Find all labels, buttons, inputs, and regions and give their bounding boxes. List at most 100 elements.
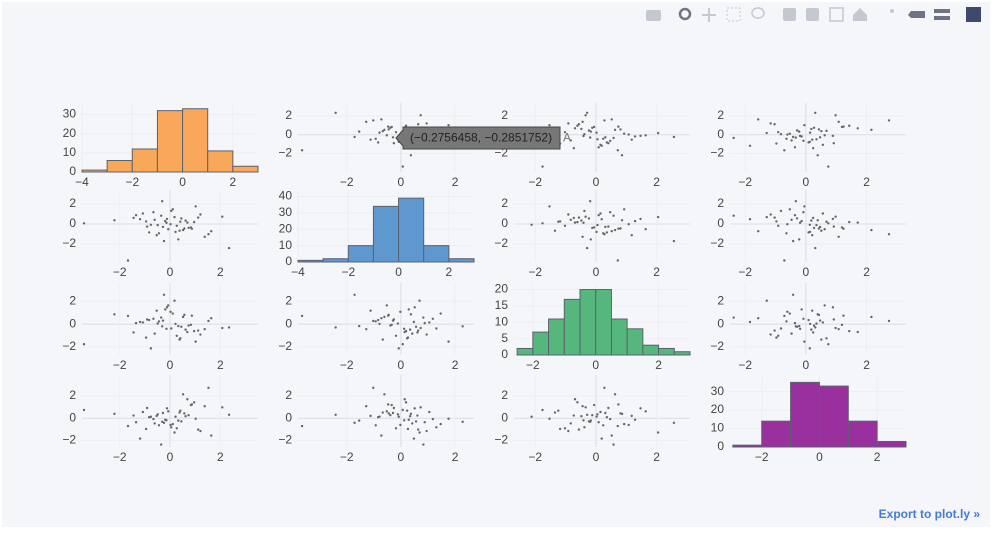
y-tick-label: 0	[717, 216, 724, 230]
scatter-point	[577, 123, 581, 126]
scatter-point	[541, 222, 544, 225]
scatter-point	[353, 421, 356, 425]
scatter-point	[837, 327, 840, 331]
scatter-point	[817, 227, 821, 230]
scatter-point	[407, 308, 410, 311]
scatter-point	[811, 147, 815, 150]
paper	[2, 2, 990, 527]
scatter-point	[180, 420, 183, 423]
scatter-point	[406, 427, 410, 431]
lasso-icon[interactable]	[751, 7, 765, 19]
scatter-point	[132, 331, 135, 334]
plotly-logo[interactable]	[966, 7, 981, 22]
camera-icon[interactable]	[646, 10, 661, 21]
hover-compare-icon[interactable]	[934, 9, 950, 13]
scatter-point	[811, 234, 814, 237]
pan-icon[interactable]	[702, 8, 716, 22]
scatter-point	[422, 443, 425, 446]
scatter-point	[174, 230, 177, 234]
x-tick-label: 0	[803, 358, 810, 372]
scatter-point	[732, 316, 735, 319]
scatter-point	[627, 133, 630, 136]
scatter-point	[567, 429, 570, 433]
scatter-point	[152, 317, 155, 320]
scatter-point	[622, 208, 626, 211]
scatter-point	[815, 138, 818, 141]
scatter-point	[775, 142, 778, 145]
y-tick-label: 0	[717, 316, 724, 330]
zoom-out-icon[interactable]	[806, 8, 819, 21]
y-tick-label: 20	[279, 221, 293, 235]
zoom-icon[interactable]	[678, 7, 692, 21]
hover-text: (−0.2756458, −0.2851752)	[410, 131, 552, 145]
scatter-point	[422, 316, 425, 319]
spike-icon[interactable]	[890, 9, 894, 13]
scatter-point	[165, 217, 169, 221]
scatter-point	[832, 225, 835, 228]
scatter-point	[171, 208, 174, 211]
scatter-point	[387, 128, 390, 131]
scatter-point	[572, 216, 575, 220]
x-tick-label: 2	[446, 265, 453, 279]
y-tick-label: 20	[63, 126, 77, 140]
scatter-point	[848, 220, 851, 224]
export-link[interactable]: Export to plot.ly »	[879, 507, 981, 521]
select-icon[interactable]	[726, 7, 741, 22]
zoom-in-icon[interactable]	[783, 8, 796, 21]
scatter-point	[161, 200, 164, 203]
scatter-point	[887, 233, 891, 236]
y-tick-label: 10	[495, 314, 509, 328]
hover-name: A	[563, 131, 571, 145]
x-tick-label: 0	[167, 265, 174, 279]
scatter-point	[788, 132, 791, 135]
scatter-point	[563, 224, 567, 227]
scatter-point	[404, 124, 408, 127]
scatter-point	[374, 320, 377, 323]
scatter-point	[126, 424, 130, 428]
scatter-point	[748, 320, 752, 324]
scatter-point	[203, 405, 206, 408]
scatter-point	[616, 259, 619, 262]
scatter-point	[619, 227, 622, 230]
scatter-point	[585, 413, 589, 416]
x-tick-label: 0	[395, 265, 402, 279]
scatter-point	[207, 319, 210, 323]
hover-closest-icon[interactable]	[908, 11, 925, 18]
scatter-point	[221, 406, 224, 409]
scatter-point	[592, 403, 596, 407]
scatter-point	[196, 329, 200, 332]
scatter-point	[840, 323, 844, 327]
scatter-point	[134, 214, 138, 217]
histogram-bar	[673, 351, 691, 356]
x-tick-label: −4	[75, 175, 89, 189]
scatter-point	[372, 119, 375, 122]
scatter-point	[785, 137, 788, 141]
histogram-bar	[818, 385, 849, 448]
y-tick-label: 0	[69, 410, 76, 424]
scatter-point	[644, 134, 647, 137]
y-tick-label: 5	[501, 331, 508, 345]
reset-icon[interactable]	[853, 8, 867, 21]
scatter-point	[788, 208, 791, 211]
scatter-point	[588, 200, 592, 203]
scatter-point	[823, 304, 826, 307]
y-tick-label: 0	[69, 216, 76, 230]
scatter-point	[797, 238, 801, 241]
scatter-point	[608, 139, 612, 143]
autoscale-icon[interactable]	[829, 7, 844, 22]
y-tick-label: 30	[711, 384, 725, 398]
histogram-bar	[347, 245, 374, 263]
scatter-point	[199, 429, 202, 433]
scatter-point	[807, 141, 810, 144]
scatter-point	[572, 147, 575, 150]
scatter-point	[147, 416, 151, 419]
scatter-point	[834, 326, 837, 330]
scatter-point	[334, 326, 337, 329]
histogram-bar	[423, 245, 450, 263]
scatter-point	[196, 428, 200, 431]
scatter-point	[619, 128, 622, 131]
scatter-point	[156, 413, 159, 416]
scatter-point	[573, 398, 577, 401]
scatter-point	[848, 329, 851, 333]
scatter-point	[823, 228, 826, 231]
